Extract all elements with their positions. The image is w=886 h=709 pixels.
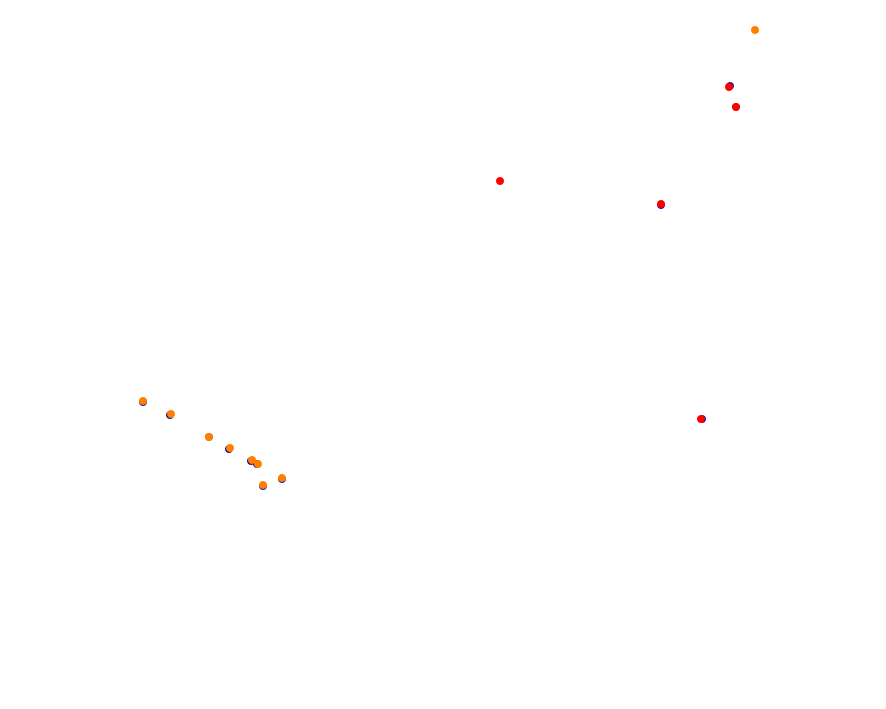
point: [496, 177, 504, 185]
point: [725, 83, 733, 91]
point: [248, 456, 256, 464]
point: [254, 460, 262, 468]
point: [167, 410, 175, 418]
point: [697, 415, 705, 423]
point: [278, 474, 286, 482]
point: [657, 200, 665, 208]
point: [732, 103, 740, 111]
point: [751, 26, 759, 34]
point: [205, 433, 213, 441]
point: [226, 444, 234, 452]
point: [139, 397, 147, 405]
point: [259, 481, 267, 489]
